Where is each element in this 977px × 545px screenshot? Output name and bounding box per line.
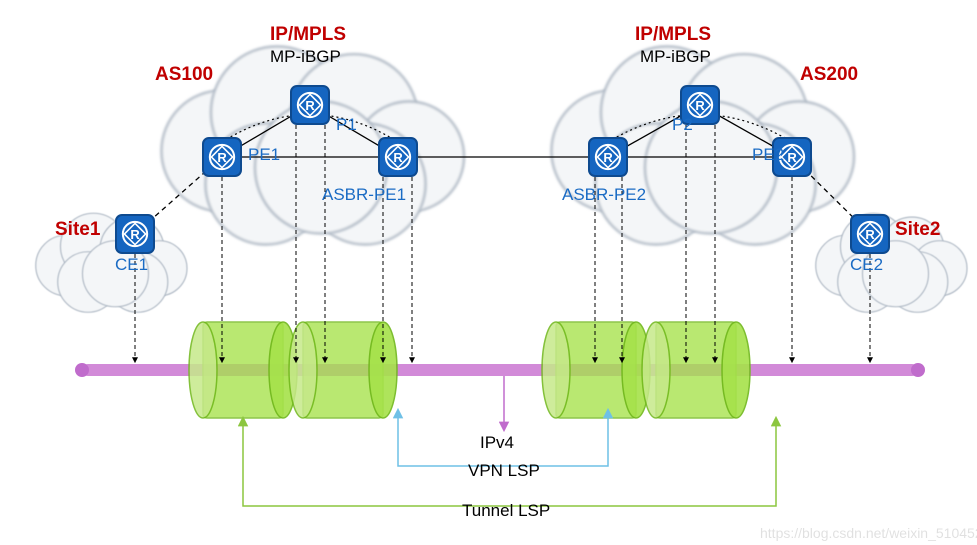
label-ce1: CE1 (115, 255, 148, 274)
label-mpibgp-1: MP-iBGP (270, 47, 341, 66)
tunnel-cylinder-tun2a (542, 322, 650, 418)
svg-text:R: R (695, 98, 705, 113)
tunnel-cylinder-tun1a (189, 322, 297, 418)
label-as100: AS100 (155, 64, 213, 85)
router-ce2: R (851, 215, 889, 253)
label-asbr1: ASBR-PE1 (322, 185, 406, 204)
label-ipv4: IPv4 (480, 433, 514, 452)
router-asbr1: R (379, 138, 417, 176)
label-pe2: PE2 (752, 145, 784, 164)
cloud-site2 (816, 213, 967, 312)
router-ce1: R (116, 215, 154, 253)
svg-text:R: R (130, 227, 140, 242)
clouds (36, 46, 967, 312)
label-ipmpls-1: IP/MPLS (270, 24, 346, 45)
router-pe1: R (203, 138, 241, 176)
svg-text:R: R (787, 150, 797, 165)
svg-text:R: R (393, 150, 403, 165)
label-vpnlsp: VPN LSP (468, 461, 540, 480)
router-p1: R (291, 86, 329, 124)
svg-text:R: R (603, 150, 613, 165)
label-pe1: PE1 (248, 145, 280, 164)
label-ipmpls-2: IP/MPLS (635, 24, 711, 45)
label-p1: P1 (336, 115, 357, 134)
svg-text:R: R (865, 227, 875, 242)
label-ce2: CE2 (850, 255, 883, 274)
label-site2: Site2 (895, 219, 940, 240)
watermark: https://blog.csdn.net/weixin_51045259 (760, 525, 977, 541)
label-site1: Site1 (55, 219, 101, 240)
label-mpibgp-2: MP-iBGP (640, 47, 711, 66)
router-asbr2: R (589, 138, 627, 176)
label-asbr2: ASBR-PE2 (562, 185, 646, 204)
labels: IP/MPLS MP-iBGP IP/MPLS MP-iBGP AS100 AS200 Si… (55, 24, 940, 520)
label-p2: P2 (672, 115, 693, 134)
svg-text:R: R (217, 150, 227, 165)
svg-text:R: R (305, 98, 315, 113)
label-as200: AS200 (800, 64, 858, 85)
label-tunlsp: Tunnel LSP (462, 501, 550, 520)
tunnel-cylinder-tun2b (642, 322, 750, 418)
tunnel-cylinder-tun1b (289, 322, 397, 418)
